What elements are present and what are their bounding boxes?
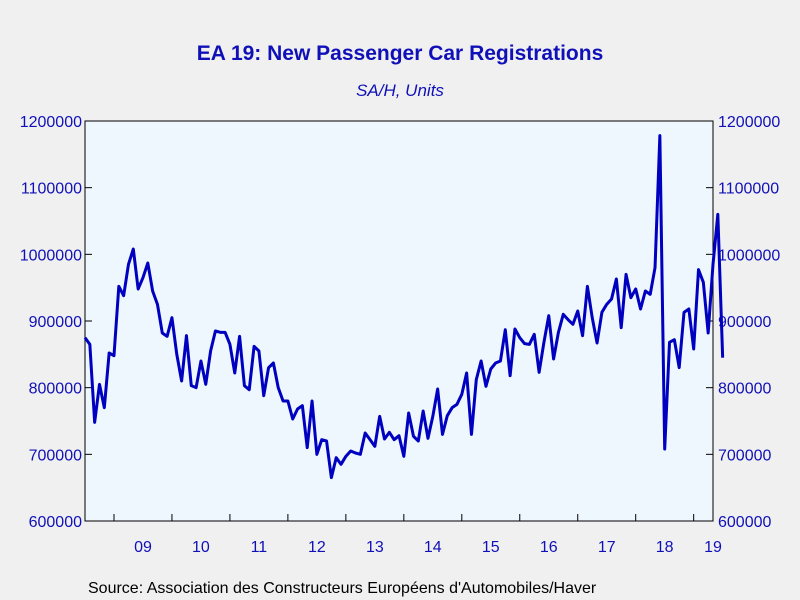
y-tick-label-left: 1000000 <box>20 247 82 264</box>
y-axis-ticks: 600000 600000 700000 700000 800000 800000 9000… <box>20 114 781 531</box>
x-tick-label: 16 <box>540 539 558 556</box>
y-tick-label-left: 800000 <box>29 381 82 398</box>
y-tick-label-left: 1100000 <box>21 181 82 198</box>
source-note: Source: Association des Constructeurs Eu… <box>88 580 597 597</box>
x-tick-label: 15 <box>482 539 500 556</box>
x-tick-label: 14 <box>424 539 442 556</box>
x-tick-label: 11 <box>251 539 268 556</box>
y-tick-label-left: 600000 <box>29 514 82 531</box>
y-tick-label-right: 1000000 <box>718 247 780 264</box>
series-line <box>83 134 725 480</box>
x-tick-label: 10 <box>192 539 210 556</box>
y-tick-label-right: 1100000 <box>718 181 779 198</box>
y-tick-label-right: 1200000 <box>718 114 780 131</box>
y-tick-label-left: 700000 <box>29 447 82 464</box>
chart-title: EA 19: New Passenger Car Registrations <box>197 42 604 65</box>
y-tick-label-right: 600000 <box>718 514 771 531</box>
x-tick-label: 12 <box>308 539 326 556</box>
x-tick-label: 13 <box>366 539 384 556</box>
x-axis-ticks: 09 10 11 12 13 14 15 16 17 18 19 <box>113 514 722 556</box>
y-tick-label-right: 800000 <box>718 381 771 398</box>
x-tick-label: 17 <box>598 539 616 556</box>
y-tick-label-left: 1200000 <box>20 114 82 131</box>
x-tick-label: 09 <box>134 539 152 556</box>
x-tick-label: 18 <box>656 539 674 556</box>
y-tick-label-left: 900000 <box>29 314 82 331</box>
y-tick-label-right: 900000 <box>718 314 771 331</box>
y-tick-label-right: 700000 <box>718 447 771 464</box>
x-tick-label: 19 <box>704 539 722 556</box>
chart-subtitle: SA/H, Units <box>356 81 444 100</box>
plot-area <box>84 120 714 522</box>
